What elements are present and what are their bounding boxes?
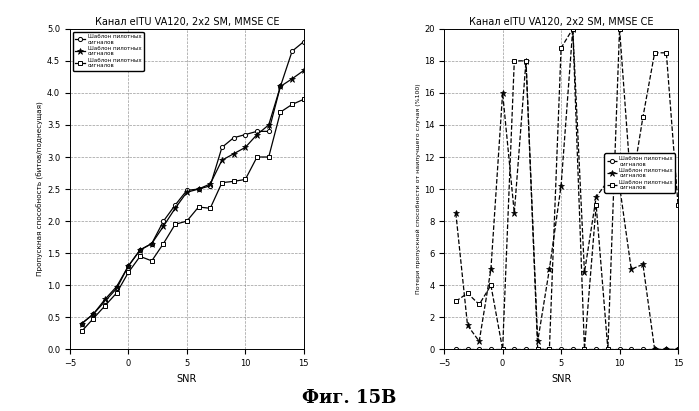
Title: Канал eITU VA120, 2x2 SM, MMSE CE: Канал eITU VA120, 2x2 SM, MMSE CE: [94, 16, 279, 27]
Title: Канал eITU VA120, 2x2 SM, MMSE CE: Канал eITU VA120, 2x2 SM, MMSE CE: [469, 16, 654, 27]
Legend: Шаблон пилотных
сигналов, Шаблон пилотных
сигналов, Шаблон пилотных
сигналов: Шаблон пилотных сигналов, Шаблон пилотны…: [73, 32, 143, 71]
Y-axis label: Потери пропускной способности от наилучшего случая (%100): Потери пропускной способности от наилучш…: [416, 84, 421, 294]
Y-axis label: Пропускная способность (битов/поднесущая): Пропускная способность (битов/поднесущая…: [37, 102, 44, 277]
Legend: Шаблон пилотных
сигналов, Шаблон пилотных
сигналов, Шаблон пилотных
сигналов: Шаблон пилотных сигналов, Шаблон пилотны…: [605, 153, 675, 193]
X-axis label: SNR: SNR: [177, 374, 197, 383]
Text: Фиг. 15В: Фиг. 15В: [302, 389, 397, 407]
X-axis label: SNR: SNR: [551, 374, 571, 383]
